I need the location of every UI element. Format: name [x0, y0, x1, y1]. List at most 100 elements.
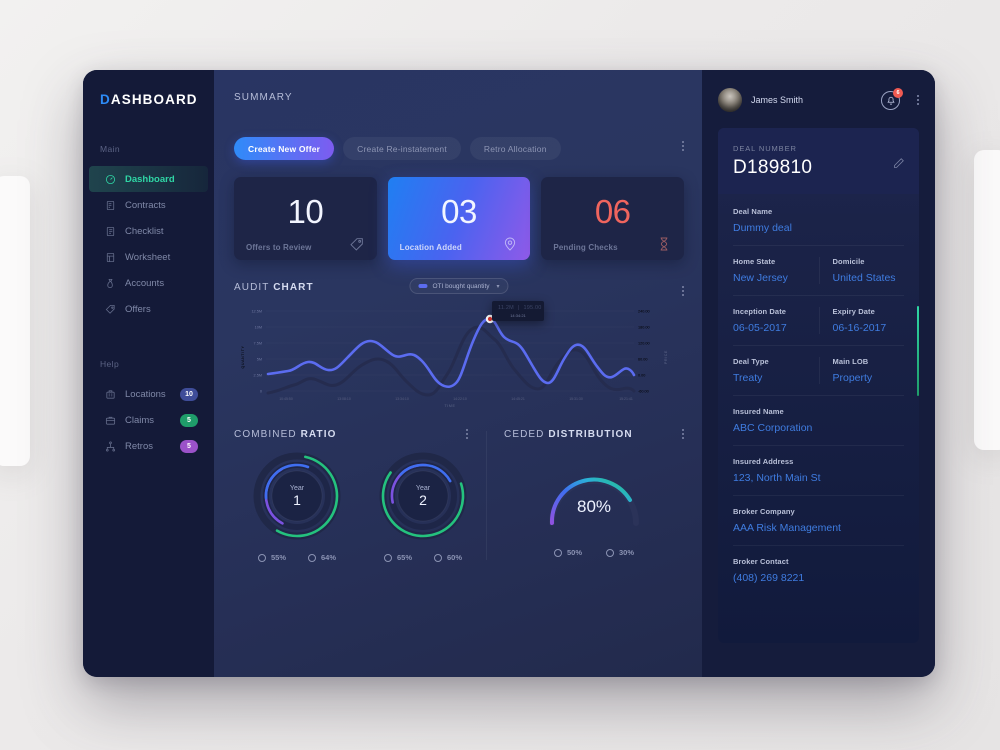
field-label: Broker Contact — [733, 557, 789, 566]
logo-text: ASHBOARD — [110, 92, 198, 107]
field-value: United States — [832, 272, 896, 284]
checklist-icon — [105, 226, 116, 237]
detail-sidebar: James Smith 6 DEAL NUMBER D189810 Deal N… — [702, 70, 935, 677]
svg-text:120.00: 120.00 — [638, 342, 650, 346]
sidebar-badge-claims: 5 — [180, 413, 198, 427]
legend-value: 30% — [619, 548, 635, 557]
deal-details-card: DEAL NUMBER D189810 Deal Name Dummy deal… — [718, 128, 919, 643]
sidebar-item-label: Accounts — [125, 277, 165, 289]
combined-ratio-legend: 55% 64% 65% 60% — [234, 553, 486, 562]
field-label: Insured Address — [733, 457, 794, 466]
briefcase-icon — [105, 415, 116, 426]
stat-card-location-added[interactable]: 03 Location Added — [387, 177, 531, 260]
sidebar-item-dashboard[interactable]: Dashboard — [89, 166, 208, 192]
sidebar-item-contracts[interactable]: Contracts — [89, 192, 208, 218]
notifications-button[interactable]: 6 — [881, 87, 903, 110]
sidebar-item-label: Worksheet — [125, 251, 171, 263]
series-color-swatch — [418, 284, 428, 288]
ceded-distribution-kebab-menu-icon[interactable] — [682, 429, 684, 439]
sidebar-item-offers[interactable]: Offers — [89, 296, 208, 322]
hourglass-icon — [656, 236, 672, 252]
svg-text:0.00: 0.00 — [638, 374, 645, 378]
summary-kebab-menu-icon[interactable] — [682, 141, 684, 151]
field-label: Main LOB — [832, 357, 869, 366]
create-reinstatement-button[interactable]: Create Re-instatement — [343, 137, 461, 160]
stat-card-pending-checks[interactable]: 06 Pending Checks — [541, 177, 685, 260]
field-row-broker-contact: Broker Contact (408) 269 8221 — [733, 545, 904, 595]
tag-icon — [349, 236, 365, 252]
field-label: Inception Date — [733, 307, 787, 316]
field-label: Home State — [733, 257, 776, 266]
field-label: Deal Name — [733, 207, 773, 216]
tooltip-quantity: 11.2M — [498, 305, 514, 311]
audit-title-light: AUDIT — [234, 282, 274, 293]
donut-year-1[interactable]: Year 1 — [251, 450, 343, 542]
nav-group-title-help: Help — [100, 359, 120, 369]
svg-text:10:45:50: 10:45:50 — [279, 397, 293, 401]
field-inception-date: Inception Date 06-05-2017 — [733, 307, 819, 334]
audit-chart-kebab-menu-icon[interactable] — [682, 286, 684, 296]
stat-label: Location Added — [399, 243, 462, 252]
combined-ratio-panel: COMBINED RATIO Y — [234, 427, 486, 562]
detail-kebab-menu-icon[interactable] — [917, 95, 919, 105]
sidebar-badge-locations: 10 — [180, 387, 198, 401]
legend-item: 60% — [434, 553, 462, 562]
legend-swatch-blue — [434, 553, 442, 562]
field-row-insured-address: Insured Address 123, North Main St — [733, 445, 904, 495]
stat-value: 10 — [287, 193, 324, 230]
combined-ratio-header: COMBINED RATIO — [234, 427, 486, 441]
sidebar-item-checklist[interactable]: Checklist — [89, 218, 208, 244]
svg-text:7.5M: 7.5M — [254, 342, 262, 346]
donut-outer-arc — [255, 454, 339, 538]
cd-title-light: CEDED — [504, 428, 549, 440]
combined-ratio-kebab-menu-icon[interactable] — [466, 429, 468, 439]
tooltip-values: 11.2M | 195.00 — [498, 305, 542, 311]
donut-row: Year 1 — [234, 450, 486, 542]
svg-text:QUANTITY: QUANTITY — [241, 346, 245, 369]
detail-scrollbar-thumb[interactable] — [917, 306, 919, 396]
retro-allocation-button[interactable]: Retro Allocation — [469, 137, 561, 160]
create-new-offer-button[interactable]: Create New Offer — [234, 137, 335, 160]
legend-swatch-green — [257, 553, 266, 562]
document-icon — [105, 200, 116, 211]
sidebar-item-worksheet[interactable]: Worksheet — [89, 244, 208, 270]
legend-item: 64% — [308, 553, 336, 562]
svg-text:13:34:10: 13:34:10 — [395, 397, 409, 401]
panel-divider — [486, 431, 487, 560]
pencil-icon[interactable] — [893, 157, 905, 169]
nav-group-title-main: Main — [100, 144, 121, 154]
sidebar-item-label: Claims — [125, 414, 155, 426]
audit-title-bold: CHART — [273, 282, 314, 293]
main-content: SUMMARY Create New Offer Create Re-insta… — [214, 70, 702, 677]
notification-badge: 6 — [893, 87, 903, 98]
field-label: Broker Company — [733, 507, 795, 516]
cr-title-bold: RATIO — [300, 428, 337, 440]
field-row-state-domicile: Home State New Jersey Domicile United St… — [733, 245, 904, 295]
ceded-gauge[interactable]: 80% — [534, 451, 654, 537]
field-insured-name: Insured Name ABC Corporation — [733, 407, 904, 434]
field-domicile: Domicile United States — [818, 257, 905, 284]
chart-series-selector[interactable]: OTI bought quantity ▾ — [409, 278, 509, 294]
sidebar-item-accounts[interactable]: Accounts — [89, 270, 208, 296]
logo-accent-letter: D — [100, 92, 111, 107]
audit-chart[interactable]: 12.5M 10M 7.5M 5M 2.5M 0 240.00 180.00 120.00 … — [234, 299, 684, 409]
gauge-progress-arc — [549, 477, 632, 525]
quantity-line — [266, 317, 636, 389]
avatar[interactable] — [718, 88, 742, 112]
legend-value: 60% — [447, 553, 463, 562]
sidebar-item-locations[interactable]: Locations 10 — [89, 381, 208, 407]
sidebar-item-retros[interactable]: Retros 5 — [89, 433, 208, 459]
stat-card-offers-to-review[interactable]: 10 Offers to Review — [234, 177, 377, 260]
ceded-distribution-legend: 50% 30% — [504, 548, 684, 557]
donut-year-2[interactable]: Year 2 — [377, 450, 469, 542]
field-row-deal-name: Deal Name Dummy deal — [733, 207, 904, 245]
legend-swatch-blue — [308, 553, 316, 562]
field-value: Property — [832, 372, 873, 384]
sidebar-item-claims[interactable]: Claims 5 — [89, 407, 208, 433]
legend-group-year-1: 55% 64% — [257, 553, 336, 562]
deal-number-value: D189810 — [733, 157, 813, 178]
sidebar-item-label: Dashboard — [125, 173, 175, 185]
legend-group-year-2: 65% 60% — [383, 553, 462, 562]
background-panel-left — [0, 176, 30, 466]
field-value: ABC Corporation — [733, 422, 813, 434]
